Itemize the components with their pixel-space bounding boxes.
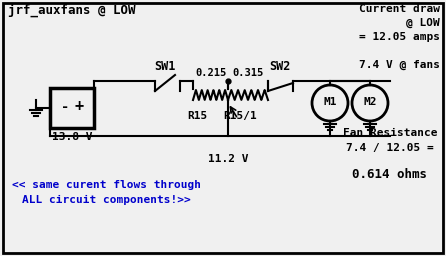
Text: 13.8 V: 13.8 V	[52, 132, 92, 142]
Text: 0.614 ohms: 0.614 ohms	[352, 168, 428, 181]
Text: jrf_auxfans @ LOW: jrf_auxfans @ LOW	[8, 4, 136, 17]
Text: << same curent flows through: << same curent flows through	[12, 180, 201, 190]
Text: 0.215: 0.215	[195, 68, 226, 78]
Text: R15: R15	[187, 111, 207, 121]
Text: Fan Resistance: Fan Resistance	[343, 128, 437, 138]
Text: +: +	[74, 100, 83, 114]
Text: SW2: SW2	[269, 60, 291, 73]
Text: 11.2 V: 11.2 V	[208, 154, 248, 164]
Text: = 12.05 amps: = 12.05 amps	[359, 32, 440, 42]
Text: @ LOW: @ LOW	[406, 18, 440, 28]
Text: M1: M1	[323, 97, 337, 107]
Bar	[50, 88, 94, 128]
Text: 7.4 V @ fans: 7.4 V @ fans	[359, 60, 440, 70]
Text: SW1: SW1	[154, 60, 176, 73]
Text: 0.315: 0.315	[232, 68, 264, 78]
Text: M2: M2	[363, 97, 377, 107]
Text: R15/1: R15/1	[223, 111, 257, 121]
Text: 7.4 / 12.05 =: 7.4 / 12.05 =	[346, 143, 434, 153]
Text: -: -	[61, 100, 69, 114]
Text: Current draw: Current draw	[359, 4, 440, 14]
Text: ALL circuit components!>>: ALL circuit components!>>	[22, 195, 191, 205]
